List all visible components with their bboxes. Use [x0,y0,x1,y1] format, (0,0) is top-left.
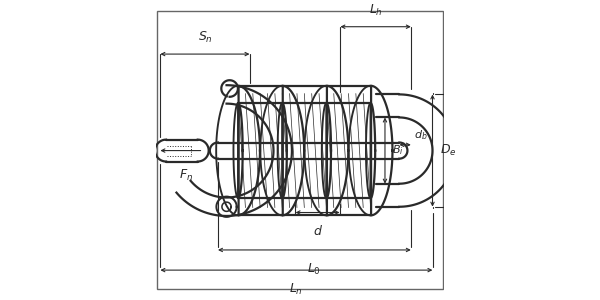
Text: $d$: $d$ [313,224,323,238]
Text: $F_n$: $F_n$ [179,168,193,183]
Text: $D_e$: $D_e$ [440,143,457,158]
Text: $L_n$: $L_n$ [289,282,304,297]
Text: $B_i$: $B_i$ [392,144,404,158]
Text: $L_0$: $L_0$ [307,262,322,277]
Text: $L_h$: $L_h$ [368,3,383,18]
Text: $S_n$: $S_n$ [197,30,212,45]
Text: $d_b$: $d_b$ [414,128,427,142]
